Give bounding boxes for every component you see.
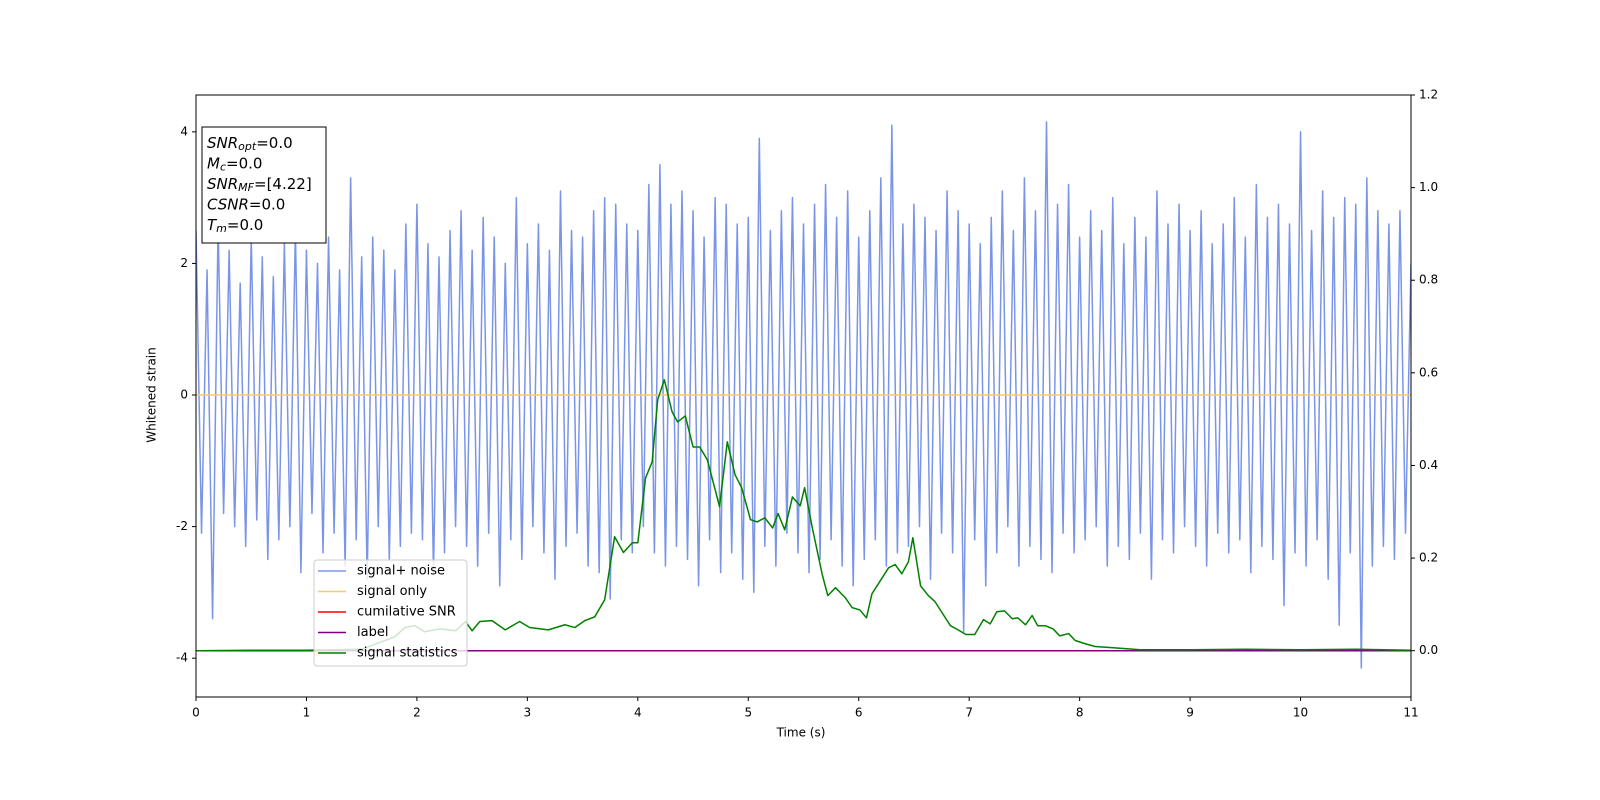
legend-label: label [357, 625, 388, 640]
x-tick-label: 9 [1186, 706, 1194, 720]
annotation-subscript: c [220, 161, 226, 174]
annotation-frame [201, 126, 327, 244]
legend-label: signal+ noise [357, 564, 445, 579]
annotation-text: =[4.22] [254, 175, 312, 193]
y2-tick-label: 0.6 [1419, 365, 1438, 379]
y-tick-label: -4 [176, 651, 188, 665]
x-tick-label: 3 [524, 706, 532, 720]
y2-tick-label: 1.0 [1419, 180, 1438, 194]
annotation-symbol: T [207, 216, 218, 234]
annotation-symbol: SNR [207, 175, 238, 193]
x-tick-label: 0 [192, 706, 200, 720]
annotation-subscript: MF [238, 181, 254, 194]
x-tick-label: 8 [1076, 706, 1084, 720]
annotation: Mc=0.0 [207, 154, 262, 174]
annotation: CSNR=0.0 [207, 195, 285, 213]
x-tick-label: 6 [855, 706, 863, 720]
annotation: Tm=0.0 [207, 216, 263, 236]
x-tick-label: 5 [744, 706, 752, 720]
annotation-symbol: SNR [207, 134, 238, 152]
y2-tick-label: 0.2 [1419, 551, 1438, 565]
x-axis-label: Time (s) [776, 726, 826, 740]
annotation-symbol: CSNR [207, 195, 249, 213]
x-tick-label: 11 [1403, 706, 1418, 720]
y2-tick-label: 0.0 [1419, 643, 1438, 657]
series-line [196, 121, 1411, 669]
y2-tick-label: 0.4 [1419, 458, 1438, 472]
annotation-symbol: M [207, 154, 220, 172]
series-line [196, 379, 1411, 652]
y-axis-label: Whitened strain [145, 347, 159, 443]
plot-frame [195, 94, 1412, 698]
legend: signal+ noise signal only cumilative SNR la… [313, 559, 468, 667]
x-tick-label: 4 [634, 706, 642, 720]
annotation-box: SNRopt=0.0Mc=0.0SNRMF=[4.22]CSNR=0.0Tm=0… [201, 126, 327, 244]
x-tick-label: 1 [303, 706, 311, 720]
legend-label: signal statistics [357, 646, 458, 661]
annotation-subscript: m [216, 222, 227, 235]
annotation-subscript: opt [238, 140, 257, 153]
annotation-text: =0.0 [227, 216, 263, 234]
legend-label: signal only [357, 584, 427, 599]
annotation: SNRMF=[4.22] [207, 175, 312, 195]
y-tick-label: -2 [176, 519, 188, 533]
y-tick-label: 0 [180, 388, 188, 402]
y2-tick-label: 1.2 [1419, 88, 1438, 102]
y2-tick-label: 0.8 [1419, 273, 1438, 287]
annotation-text: =0.0 [256, 134, 292, 152]
legend-frame [313, 559, 468, 667]
x-tick-label: 2 [413, 706, 421, 720]
legend-label: cumilative SNR [357, 605, 456, 620]
annotation: SNRopt=0.0 [207, 134, 293, 154]
y-tick-label: 4 [180, 124, 188, 138]
annotation-text: =0.0 [249, 195, 285, 213]
x-tick-label: 7 [965, 706, 973, 720]
x-tick-label: 10 [1293, 706, 1308, 720]
annotation-text: =0.0 [226, 154, 262, 172]
y-tick-label: 2 [180, 256, 188, 270]
